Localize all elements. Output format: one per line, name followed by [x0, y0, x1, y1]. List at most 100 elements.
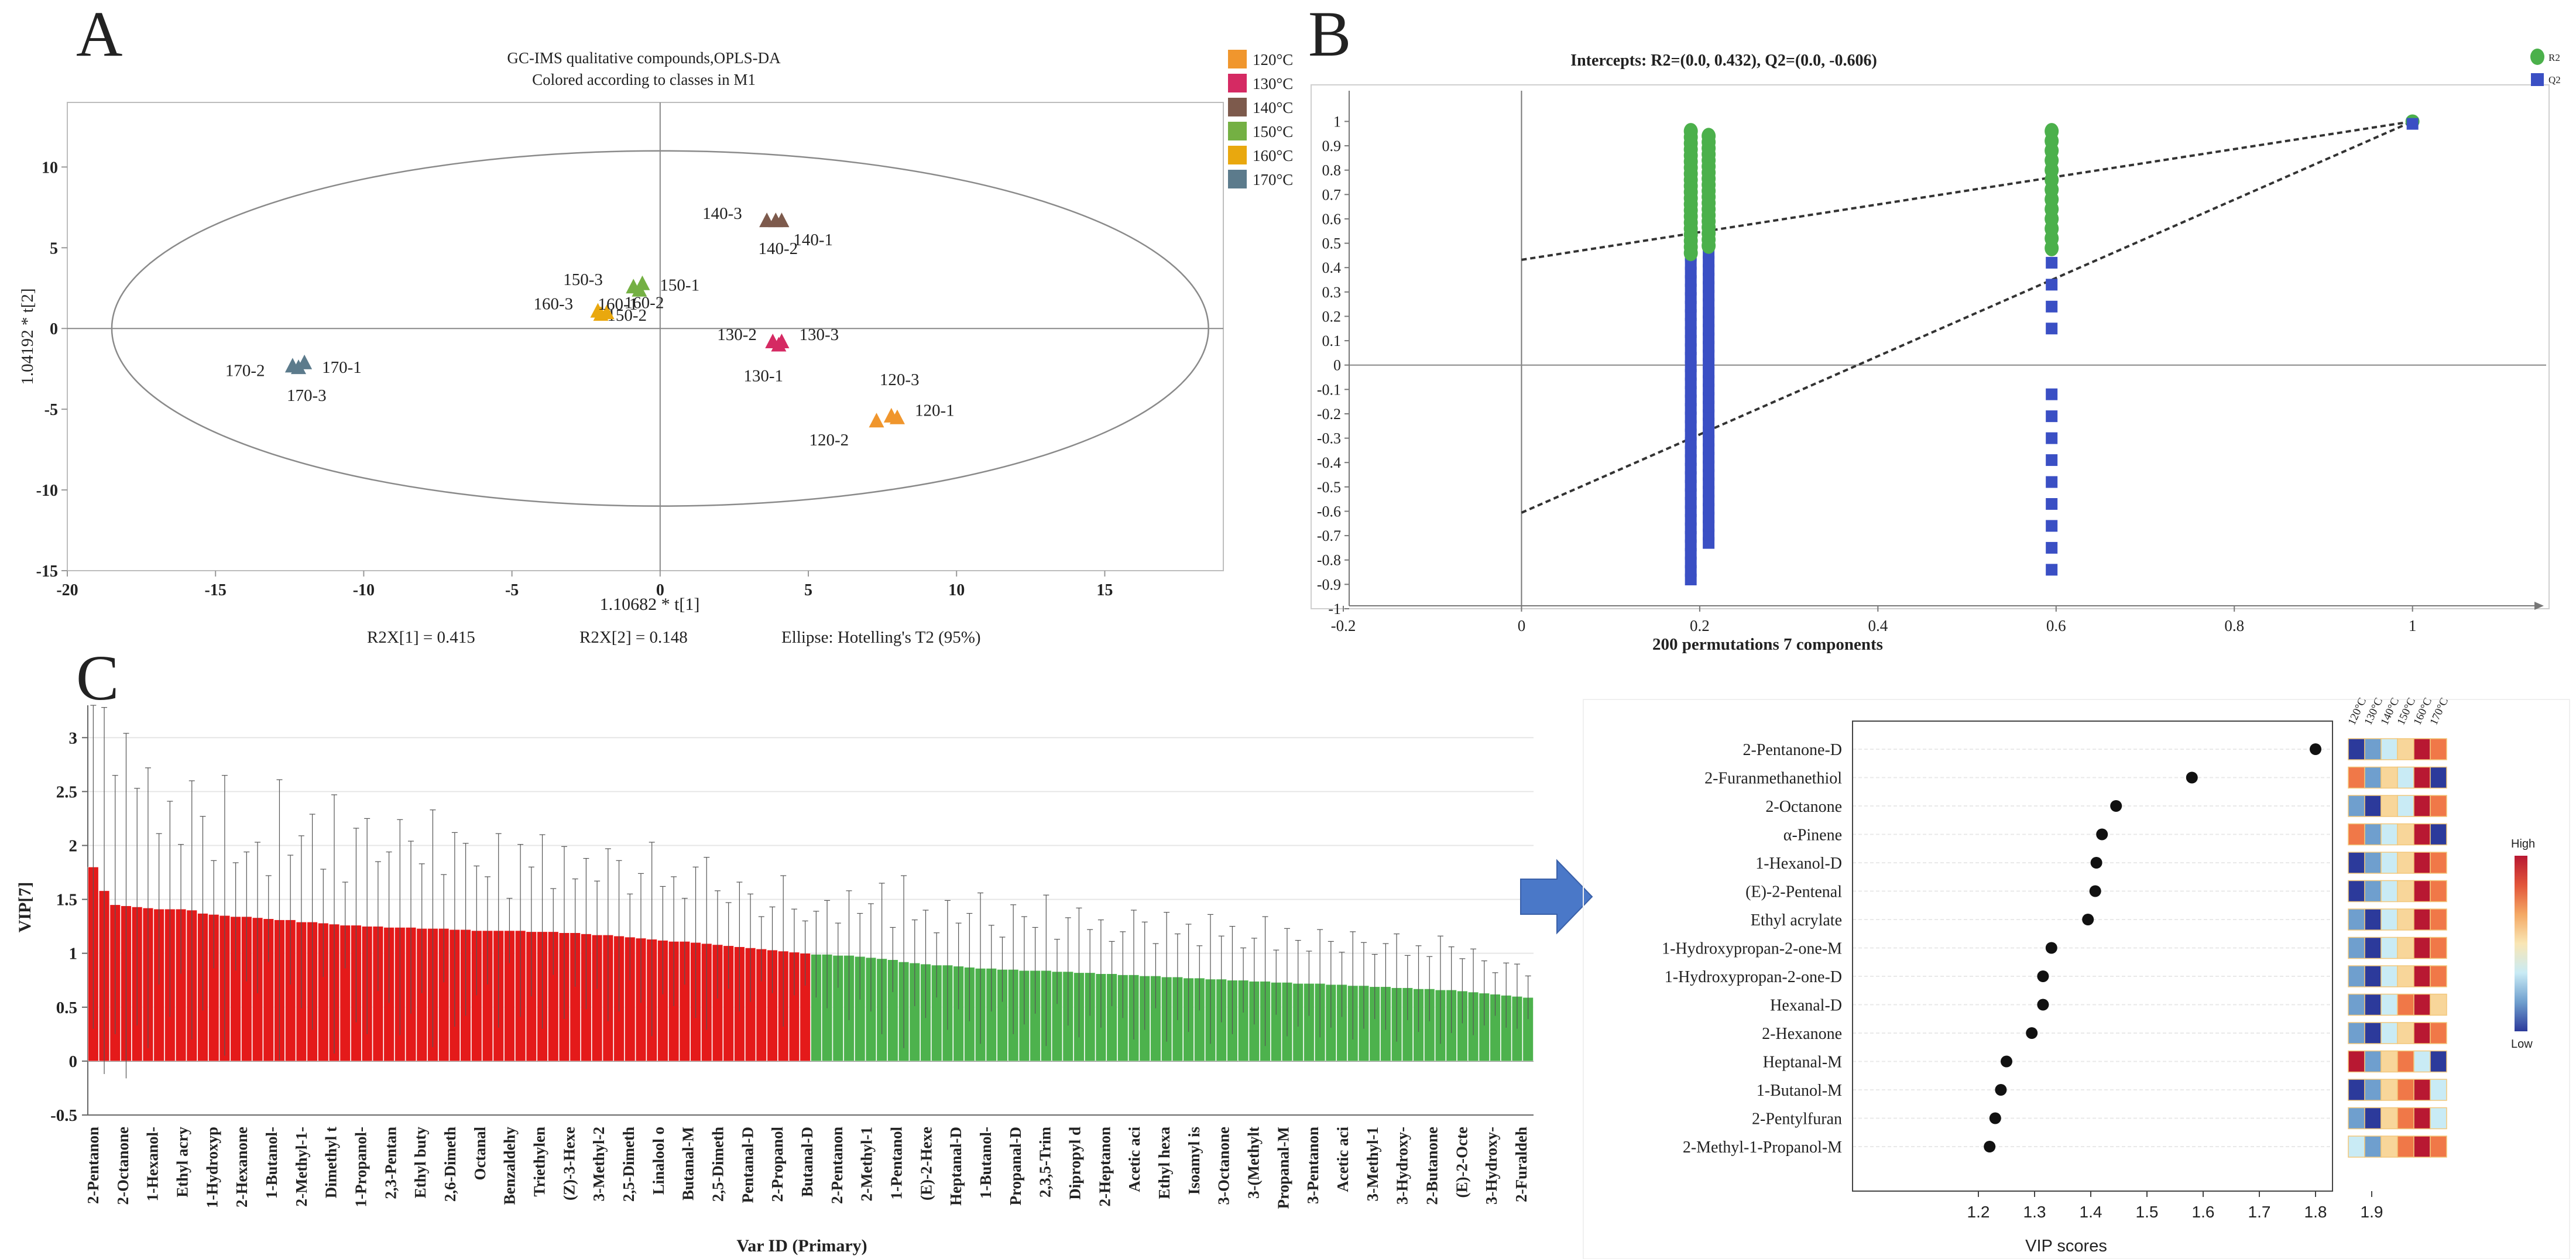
heatmap-cell: [2364, 993, 2382, 1016]
panel-c-category-label: Benzaldehy: [501, 1127, 519, 1205]
vip-dot: [2082, 914, 2094, 925]
panel-d-x-tick-label: 1.2: [1967, 1203, 1990, 1221]
panel-a-x-label: 1.10682 * t[1]: [600, 595, 700, 614]
panel-a-plot-frame: [67, 102, 1224, 571]
heatmap-cell: [2430, 852, 2447, 874]
heatmap-cell: [2381, 936, 2398, 959]
score-point: [632, 282, 647, 297]
panel-c-category-label: 3-Hydroxy-: [1394, 1127, 1411, 1205]
panel-c-category-label: 2-Octanone: [114, 1127, 132, 1205]
panel-b-x-tick-label: 1: [2409, 617, 2417, 634]
panel-d-axes: 1.2 1.3 1.4 1.5 1.6 1.7 1.8 1.9: [1852, 721, 2383, 1221]
heatmap-cell: [2364, 795, 2382, 817]
score-point: [771, 337, 787, 352]
panel-b-y-tick-label: -0.4: [1317, 454, 1341, 471]
legend-swatch: [1228, 50, 1247, 68]
panel-c-category-label: 2-Furaldeh: [1512, 1127, 1530, 1202]
panel-b-title: Intercepts: R2=(0.0, 0.432), Q2=(0.0, -0…: [1570, 52, 1877, 70]
heatmap-cell: [2430, 738, 2447, 760]
colorbar-low-label: Low: [2511, 1038, 2533, 1051]
legend-swatch: [1228, 122, 1247, 140]
heatmap-cell: [2413, 936, 2431, 959]
legend-swatch: [1228, 74, 1247, 92]
panel-b-y-tick-label: 0.8: [1322, 162, 1342, 179]
panel-d-compound-label: 1-Hydroxypropan-2-one-M: [1662, 940, 1842, 958]
panel-d-compound-label: Heptanal-M: [1763, 1054, 1842, 1072]
vip-dot: [2310, 743, 2321, 755]
score-point-label: 120-2: [809, 431, 849, 450]
heatmap-cell: [2381, 1107, 2398, 1130]
panel-c-category-label: (Z)-3-Hexe: [560, 1127, 578, 1200]
panel-b-y-tick-label: -0.6: [1317, 503, 1341, 520]
panel-d-colorbar: High Low: [2511, 838, 2535, 1051]
panel-d-compound-label: 2-Octanone: [1765, 798, 1842, 816]
heatmap-cell: [2430, 1022, 2447, 1044]
panel-b-y-tick-label: -0.3: [1317, 430, 1341, 447]
panel-b-y-tick-label: -0.2: [1317, 406, 1341, 423]
panel-b-y-tick-label: 0: [1333, 357, 1341, 374]
panel-d-frame: [1583, 699, 2570, 1259]
heatmap-cell: [2397, 766, 2414, 789]
heatmap-cell: [2381, 1050, 2398, 1073]
score-point-label: 170-2: [225, 361, 265, 380]
panel-c-category-label: 2-Pentanon: [84, 1127, 102, 1204]
heatmap-cell: [2364, 1079, 2382, 1101]
vip-dot: [2096, 828, 2108, 841]
heatmap-cell: [2381, 993, 2398, 1016]
panel-d-compound-label: 1-Hydroxypropan-2-one-D: [1665, 968, 1842, 986]
heatmap-cell: [2381, 766, 2398, 789]
panel-c-letter: C: [76, 642, 119, 713]
panel-c-y-tick-label: 1.5: [56, 891, 77, 910]
panel-c-category-label: 2,5-Dimeth: [620, 1127, 637, 1202]
heatmap-cell: [2430, 936, 2447, 959]
heatmap-cell: [2381, 823, 2398, 846]
panel-c-x-label: Var ID (Primary): [736, 1236, 867, 1255]
vip-dot: [1984, 1141, 1996, 1152]
heatmap-cell: [2413, 852, 2431, 874]
panel-c-axes: 3 2.5 2 1.5 1 0.5 0 -0.5: [50, 705, 1534, 1125]
legend-label-r2: R2: [2548, 52, 2560, 63]
panel-d-compound-label: 2-Hexanone: [1762, 1025, 1842, 1043]
heatmap-cell: [2430, 993, 2447, 1016]
legend-swatch: [1228, 170, 1247, 188]
heatmap-cell: [2413, 795, 2431, 817]
panel-c-category-label: 3-Octanone: [1215, 1127, 1233, 1205]
heatmap-cell: [2364, 1135, 2382, 1158]
panel-a-x-tick-label: -10: [353, 581, 375, 599]
vip-dot: [2037, 999, 2049, 1011]
arrow-right-icon: [1520, 859, 1593, 935]
panel-b-x-label: 200 permutations 7 components: [1652, 635, 1883, 654]
heatmap-cell: [2397, 795, 2414, 817]
heatmap-cell: [2348, 908, 2365, 931]
heatmap-cell: [2364, 1022, 2382, 1044]
q2-point: [2046, 564, 2058, 576]
panel-b-x-tick-label: 0: [1518, 617, 1526, 634]
panel-a-letter: A: [76, 0, 122, 70]
vip-dot: [1989, 1112, 2001, 1124]
panel-a-y-tick-label: 5: [50, 239, 58, 258]
panel-b-y-tick-label: 0.5: [1322, 235, 1342, 252]
heatmap-cell: [2381, 1079, 2398, 1101]
heatmap-cell: [2381, 795, 2398, 817]
score-point-label: 160-1: [598, 295, 638, 314]
panel-c-category-label: (E)-2-Hexe: [917, 1127, 935, 1200]
panel-d-x-tick-label: 1.9: [2361, 1203, 2383, 1221]
panel-c-category-label: Acetic aci: [1126, 1127, 1143, 1192]
panel-d-compound-label: 2-Methyl-1-Propanol-M: [1683, 1138, 1842, 1157]
r2-point: [2045, 123, 2059, 140]
score-point-label: 140-3: [702, 204, 742, 223]
panel-c-category-label: Heptanal-D: [947, 1127, 965, 1206]
heatmap-cell: [2430, 1107, 2447, 1130]
score-point: [869, 413, 884, 428]
q2-point: [2046, 498, 2058, 510]
panel-c-y-tick-label: 3: [69, 729, 78, 747]
panel-d-plot-frame: [1852, 721, 2333, 1192]
heatmap-cell: [2397, 993, 2414, 1016]
q2-point: [2046, 476, 2058, 488]
heatmap-cell: [2364, 936, 2382, 959]
r2-point: [1702, 128, 1716, 145]
panel-a-x-tick-label: 10: [948, 581, 965, 599]
panel-c-category-label: 2-Pentanon: [828, 1127, 846, 1204]
heatmap-cell: [2348, 1135, 2365, 1158]
heatmap-cell: [2430, 1050, 2447, 1073]
